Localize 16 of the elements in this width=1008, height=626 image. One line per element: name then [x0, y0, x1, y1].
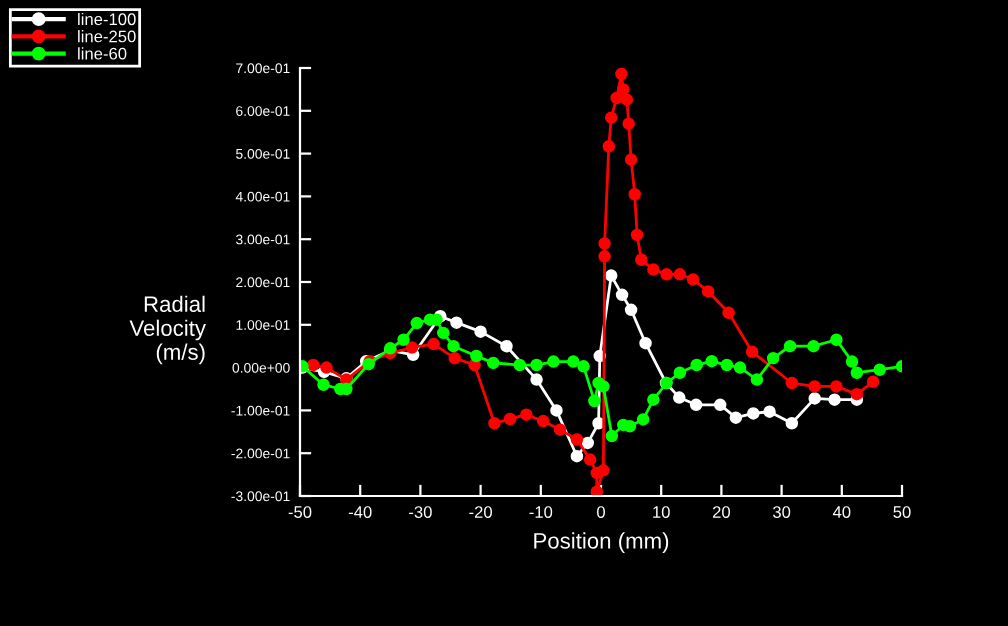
legend-label: line-100	[78, 12, 136, 26]
x-tick-label: -20	[469, 506, 492, 518]
x-tick-label: 20	[712, 506, 731, 518]
legend-label: line-60	[78, 47, 127, 60]
x-tick-label: -50	[288, 506, 312, 518]
y-axis-title: Radial Velocity (m/s)	[129, 295, 206, 365]
x-tick-label: 50	[893, 506, 911, 518]
x-tick-label: 30	[772, 506, 791, 518]
x-tick-label: 0	[597, 506, 605, 518]
x-tick-label: 10	[653, 506, 670, 518]
x-axis-title: Position (mm)	[534, 532, 669, 554]
x-tick-label: 40	[832, 506, 851, 518]
x-tick-label: -40	[348, 506, 372, 518]
x-tick-label: -10	[529, 506, 553, 518]
legend-label: line-250	[78, 30, 136, 43]
x-tick-label: -30	[409, 506, 432, 518]
